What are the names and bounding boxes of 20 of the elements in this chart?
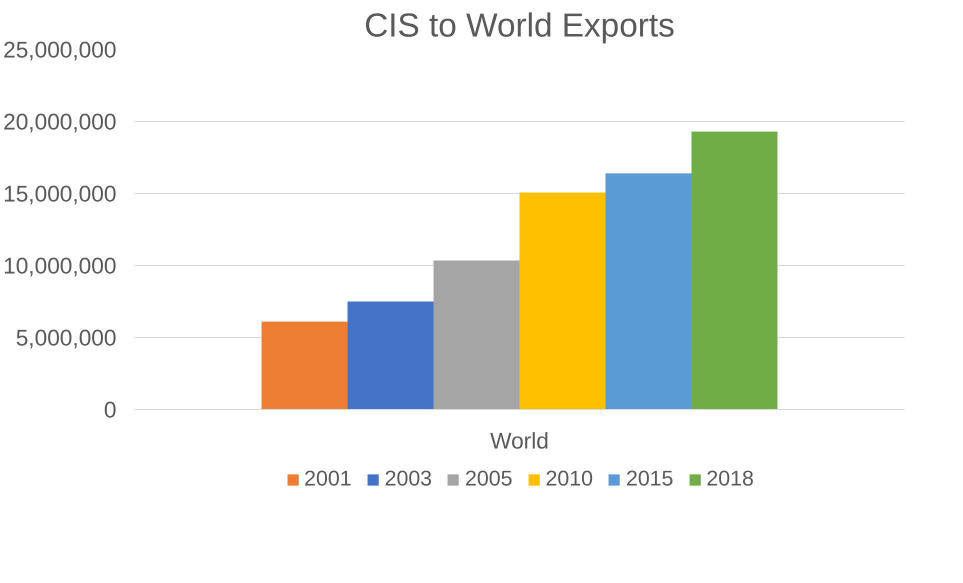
bar	[262, 322, 348, 410]
legend-label: 2005	[465, 466, 512, 492]
y-tick-label: 0	[104, 396, 117, 422]
bar	[691, 132, 778, 410]
bar	[434, 260, 520, 410]
bar	[348, 302, 434, 410]
y-tick-label: 10,000,000	[3, 252, 117, 278]
x-tick-label: World	[490, 428, 549, 454]
y-tick-label: 15,000,000	[3, 180, 117, 206]
legend-label: 2015	[626, 466, 674, 492]
y-tick-label: 5,000,000	[16, 324, 117, 350]
legend-label: 2003	[384, 466, 432, 492]
bar	[520, 192, 606, 410]
chart-title: CIS to World Exports	[364, 8, 675, 44]
bar	[605, 173, 692, 410]
legend-label: 2010	[546, 466, 593, 492]
y-tick-label: 25,000,000	[3, 36, 117, 62]
legend-label: 2018	[706, 466, 754, 492]
y-tick-label: 20,000,000	[3, 108, 117, 134]
legend-label: 2001	[304, 466, 352, 492]
